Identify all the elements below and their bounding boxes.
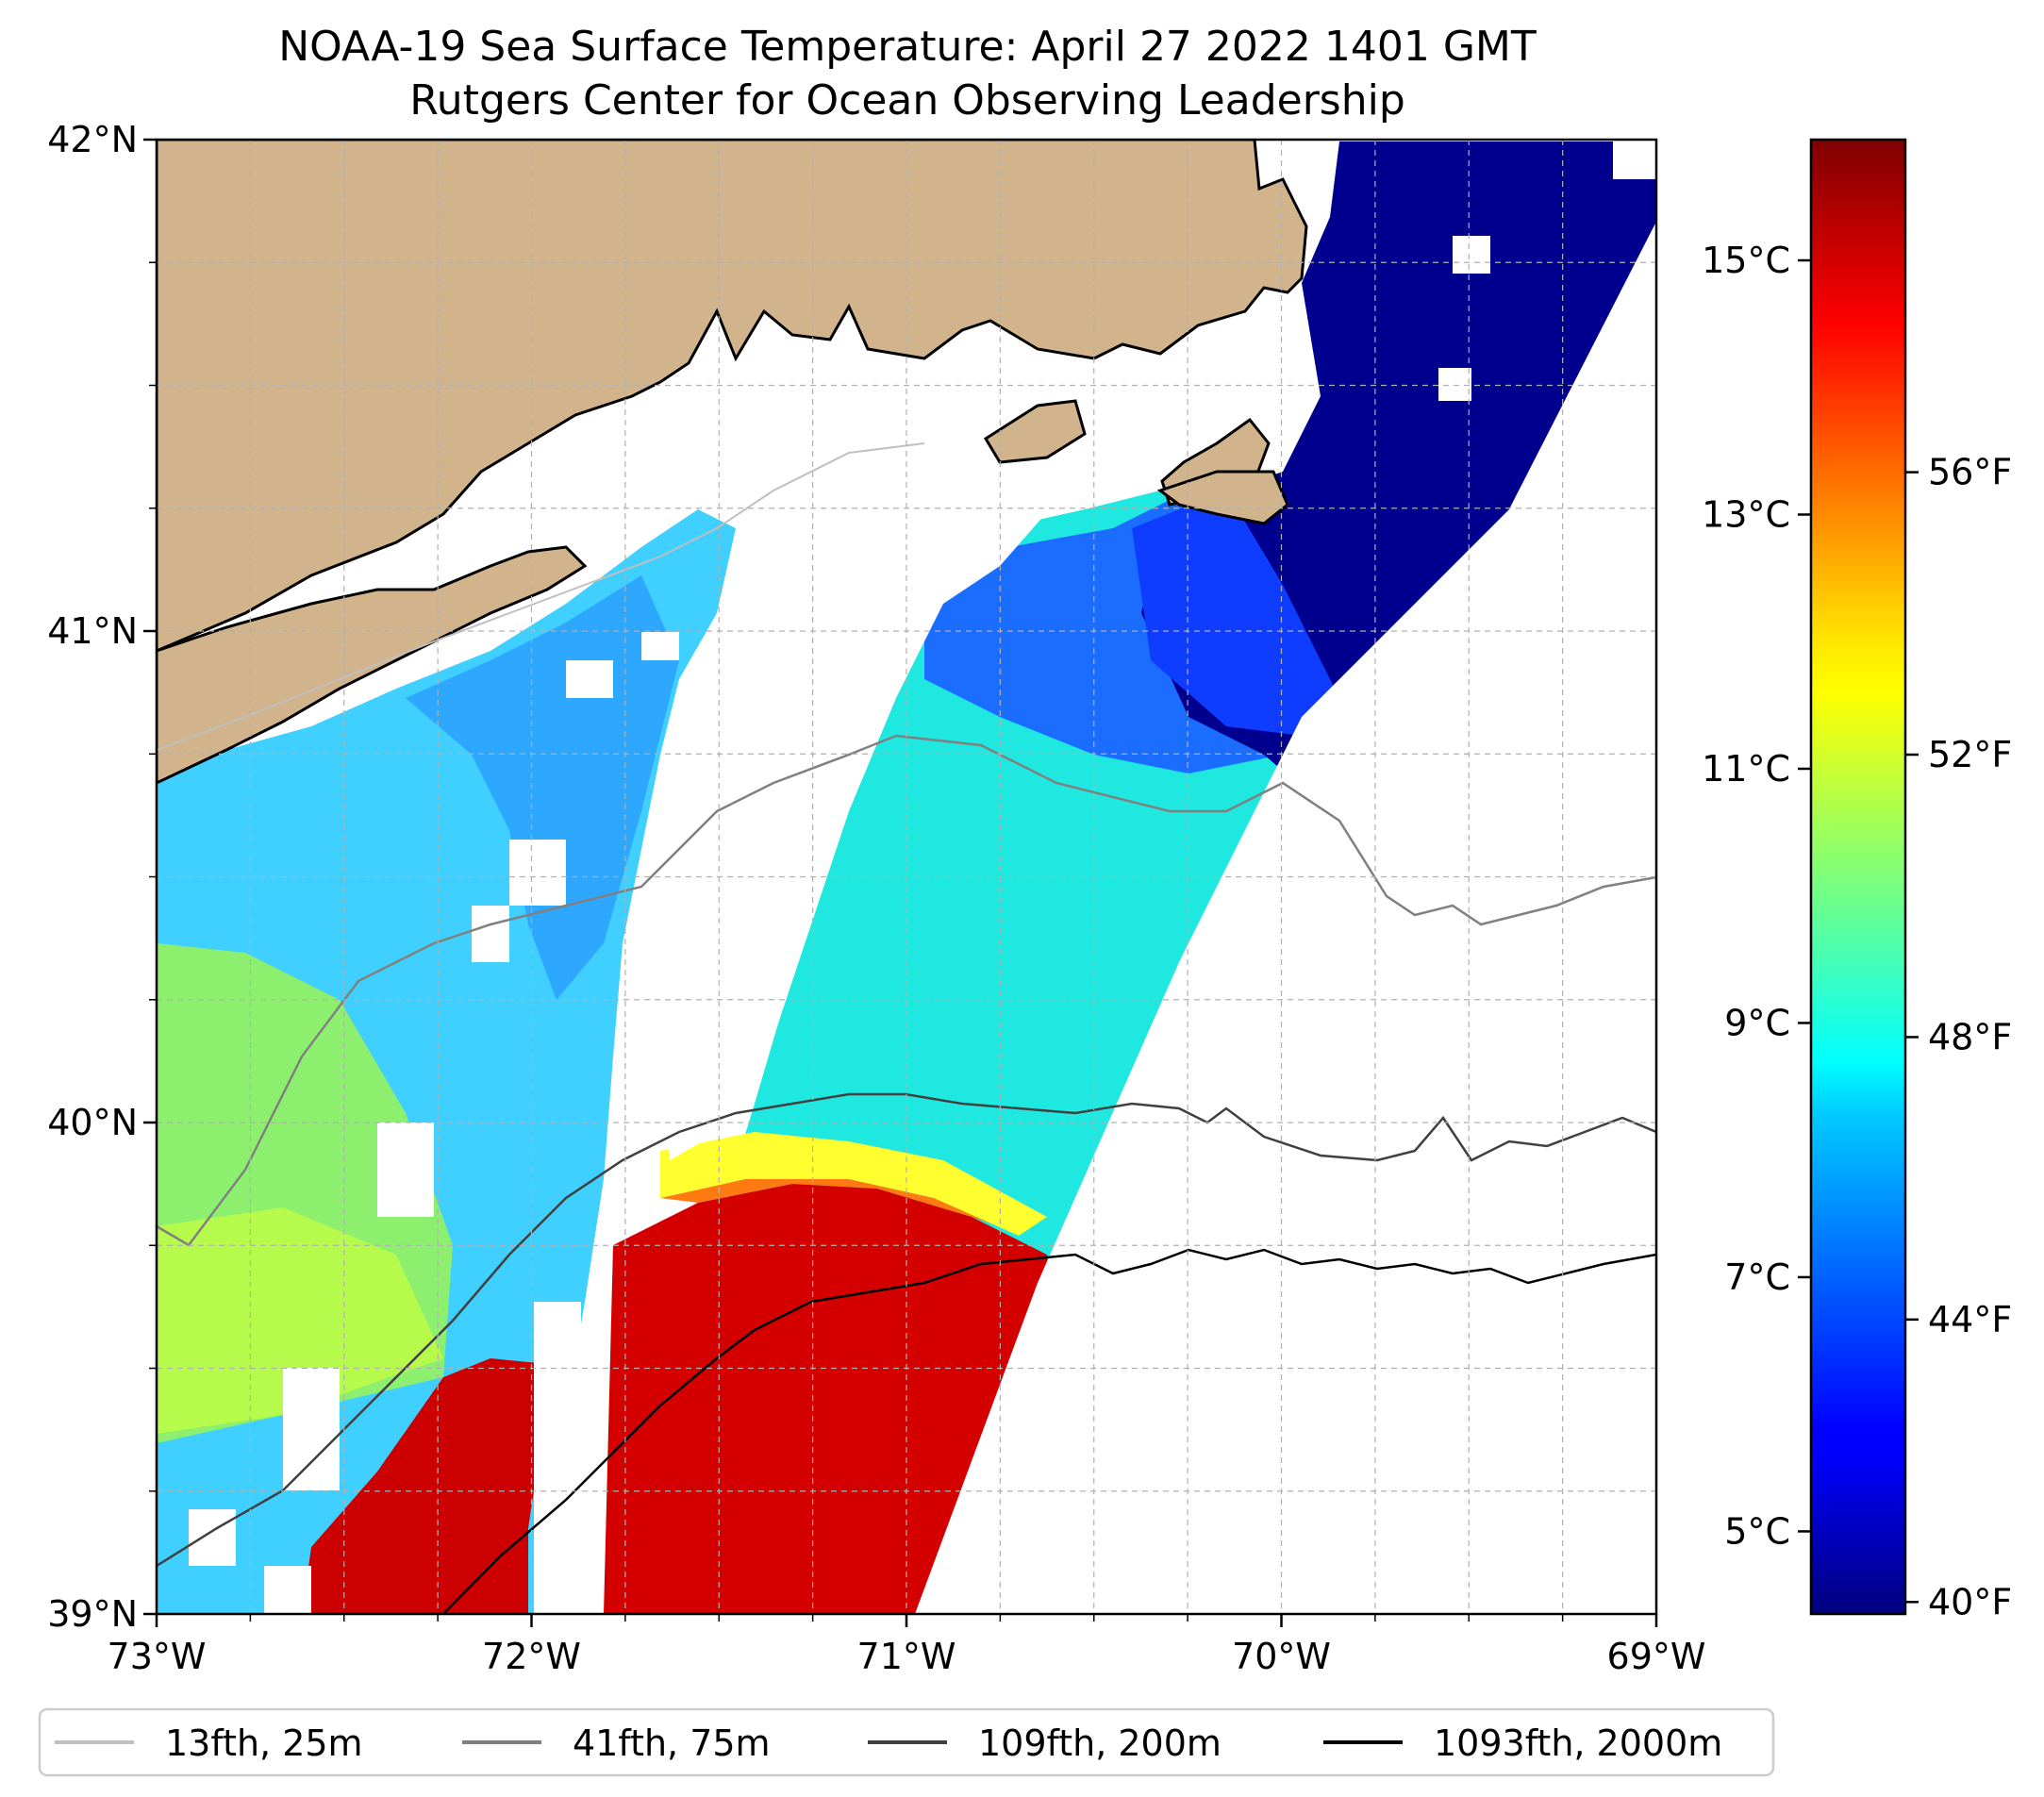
- gridlines: [157, 140, 1656, 1614]
- sst-warm-core: [604, 1184, 1056, 1614]
- legend-item-1: 13fth, 25m: [55, 1722, 363, 1764]
- legend-item-4: 1093fth, 2000m: [1323, 1722, 1722, 1764]
- colorbar-gradient: [1809, 138, 1907, 1616]
- land-mainland: [157, 140, 1308, 653]
- fahrenheit-tick-label: 48°F: [1928, 1016, 2012, 1057]
- x-tick-label: 70°W: [1232, 1636, 1331, 1677]
- celsius-tick-label: 5°C: [1724, 1510, 1790, 1552]
- celsius-tick-label: 15°C: [1702, 240, 1790, 281]
- sst-yellow-front: [660, 1132, 1047, 1236]
- contour-200m: [157, 1092, 1656, 1568]
- x-tick-label: 71°W: [857, 1636, 956, 1677]
- y-tick-label: 41°N: [47, 610, 138, 652]
- legend-label-75m: 41fth, 75m: [573, 1722, 771, 1764]
- cloud-gap-center: [651, 349, 1113, 1160]
- celsius-tick-label: 7°C: [1724, 1256, 1790, 1298]
- land-long-island: [157, 545, 588, 785]
- x-axis: 73°W 72°W 71°W 70°W 69°W: [108, 1614, 1706, 1677]
- legend-label-2000m: 1093fth, 2000m: [1434, 1722, 1722, 1764]
- contour-75m: [157, 734, 1656, 1247]
- x-tick-label: 72°W: [482, 1636, 581, 1677]
- legend: 13fth, 25m 41fth, 75m 109fth, 200m 1093f…: [38, 1707, 1775, 1777]
- celsius-tick-label: 9°C: [1724, 1002, 1790, 1043]
- legend-item-2: 41fth, 75m: [462, 1722, 771, 1764]
- colorbar-celsius-ticks: 5°C 7°C 9°C 11°C 13°C 15°C: [1702, 240, 1811, 1552]
- land: [157, 140, 1308, 785]
- legend-label-25m: 13fth, 25m: [165, 1722, 363, 1764]
- contour-25m: [157, 442, 925, 751]
- contour-2000m: [442, 1248, 1656, 1614]
- y-axis: 39°N 40°N 41°N 42°N: [47, 119, 157, 1635]
- sst-shelf-west-warm: [157, 1207, 443, 1434]
- sst-blue-northeast: [1132, 491, 1339, 736]
- celsius-tick-label: 11°C: [1702, 748, 1790, 790]
- land-nantucket: [1156, 470, 1289, 525]
- colorbar: 5°C 7°C 9°C 11°C 13°C 15°C 40°F 44°F 48°F 52°F 56…: [1702, 138, 2012, 1622]
- x-tick-label: 73°W: [108, 1636, 207, 1677]
- y-tick-label: 40°N: [47, 1102, 138, 1143]
- y-tick-label: 39°N: [47, 1593, 138, 1635]
- colorbar-fahrenheit-ticks: 40°F 44°F 48°F 52°F 56°F: [1905, 452, 2012, 1622]
- fahrenheit-tick-label: 44°F: [1928, 1299, 2012, 1340]
- sst-warm-southwest: [302, 1358, 542, 1614]
- fahrenheit-tick-label: 40°F: [1928, 1581, 2012, 1622]
- map-title: NOAA-19 Sea Surface Temperature: April 2…: [278, 23, 1537, 71]
- celsius-tick-label: 13°C: [1702, 493, 1790, 535]
- fahrenheit-tick-label: 52°F: [1928, 734, 2012, 775]
- sst-warm-edge: [660, 1179, 1000, 1226]
- legend-label-200m: 109fth, 200m: [978, 1722, 1221, 1764]
- y-tick-label: 42°N: [47, 119, 138, 160]
- fahrenheit-tick-label: 56°F: [1928, 452, 2012, 493]
- map-area: [157, 140, 1656, 1614]
- x-tick-label: 69°W: [1607, 1636, 1706, 1677]
- map-subtitle: Rutgers Center for Ocean Observing Leade…: [409, 76, 1405, 125]
- legend-item-3: 109fth, 200m: [868, 1722, 1221, 1764]
